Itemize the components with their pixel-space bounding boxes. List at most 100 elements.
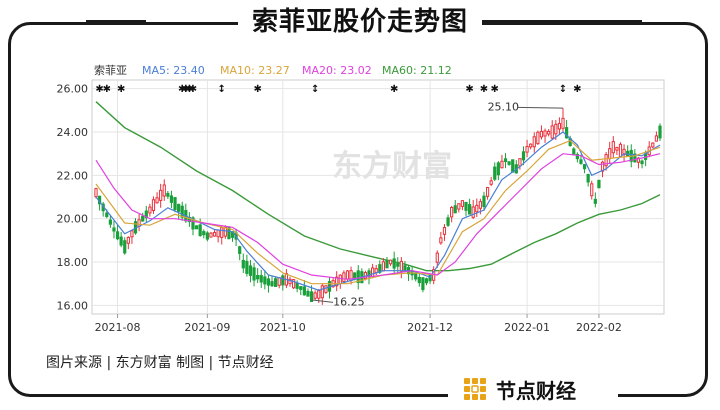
x-tick-label: 2022-01 [504, 321, 550, 334]
candle-body [338, 274, 342, 284]
candle-body [281, 275, 285, 286]
candle-body [414, 273, 418, 280]
page-title: 索菲亚股价走势图 [237, 0, 482, 44]
candle-body [439, 237, 443, 244]
candle-body [396, 263, 400, 267]
candle-body [295, 282, 299, 289]
y-tick-label: 18.00 [57, 256, 89, 269]
candle-body [205, 232, 209, 240]
candle-body [450, 206, 454, 218]
top-marker: ✱ [465, 84, 473, 95]
candle-body [446, 217, 450, 226]
candle-body [335, 276, 339, 287]
candle-body [550, 125, 554, 139]
candle-body [345, 270, 350, 280]
candle-body [266, 278, 271, 286]
candle-body [636, 157, 641, 163]
candle-body [457, 203, 461, 210]
candle-body [306, 290, 310, 297]
candle-body [467, 204, 472, 215]
candle-body [633, 153, 637, 163]
candle-body [191, 217, 195, 230]
candle-body [575, 153, 579, 160]
legend-entry: MA5: 23.40 [142, 64, 205, 77]
candle-body [259, 275, 263, 283]
candle-body [618, 143, 623, 158]
candle-body [216, 229, 220, 238]
candle-body [496, 162, 500, 176]
top-marker: ↕ [218, 84, 226, 95]
candle-body [529, 143, 533, 148]
candle-body [126, 236, 130, 244]
candle-body [536, 131, 540, 145]
candle-body [658, 125, 662, 139]
candle-body [159, 189, 163, 201]
y-tick-label: 24.00 [57, 126, 89, 139]
candle-body [108, 219, 112, 225]
candle-body [313, 292, 317, 299]
top-marker: ↕ [559, 84, 567, 95]
candle-body [572, 148, 576, 155]
candle-body [94, 188, 98, 198]
top-marker: ✱ [178, 84, 186, 95]
legend-entry: MA60: 21.12 [382, 64, 452, 77]
top-marker: ✱ [117, 84, 125, 95]
candle-body [579, 159, 583, 164]
top-marker: ✱ [480, 84, 488, 95]
candle-body [489, 180, 493, 185]
candle-body [148, 206, 152, 214]
top-marker: ✱ [491, 84, 499, 95]
candle-body [245, 260, 249, 274]
candle-body [194, 225, 199, 230]
annotation-label: 16.25 [333, 295, 365, 308]
candle-body [582, 164, 587, 170]
candle-body [115, 231, 120, 240]
x-tick-label: 2022-02 [576, 321, 622, 334]
candle-body [564, 127, 569, 139]
candle-body [532, 136, 536, 148]
candle-body [270, 281, 274, 287]
candle-body [615, 146, 619, 151]
candle-body [105, 212, 109, 217]
candle-body [507, 161, 511, 165]
annotation-arrow [311, 299, 334, 303]
candle-body [640, 160, 644, 165]
candle-body [198, 224, 202, 237]
candle-body [112, 227, 116, 232]
brand: 节点财经 [448, 372, 618, 406]
candle-body [428, 274, 432, 282]
y-tick-label: 22.00 [57, 169, 89, 182]
top-marker: ✱ [185, 84, 193, 95]
candle-body [202, 231, 206, 236]
candle-body [220, 227, 224, 238]
candle-body [511, 159, 515, 173]
candle-body [212, 232, 217, 237]
candle-body [478, 201, 482, 209]
candle-body [173, 197, 177, 210]
candle-body [600, 161, 605, 172]
candle-body [309, 291, 314, 303]
candle-body [342, 272, 346, 282]
candle-body [248, 265, 253, 276]
candle-body [525, 146, 529, 153]
annotation-label: 25.10 [488, 100, 520, 113]
top-marker: ✱ [390, 84, 398, 95]
candle-body [141, 215, 145, 222]
candle-body [155, 197, 159, 204]
candle-body [500, 160, 504, 169]
series-line-ma20 [95, 153, 661, 280]
candle-body [356, 270, 360, 283]
candle-body [299, 286, 303, 290]
top-marker: ✱ [95, 84, 103, 95]
candle-body [223, 226, 227, 237]
candle-body [424, 278, 429, 284]
title-line-right [412, 20, 642, 23]
candle-body [317, 290, 321, 299]
candle-body [453, 205, 457, 214]
top-marker: ↕ [311, 84, 319, 95]
candle-body [392, 258, 396, 269]
candle-body [371, 267, 375, 278]
y-tick-label: 26.00 [57, 83, 89, 96]
candle-body [137, 219, 141, 227]
candle-body [554, 123, 558, 135]
